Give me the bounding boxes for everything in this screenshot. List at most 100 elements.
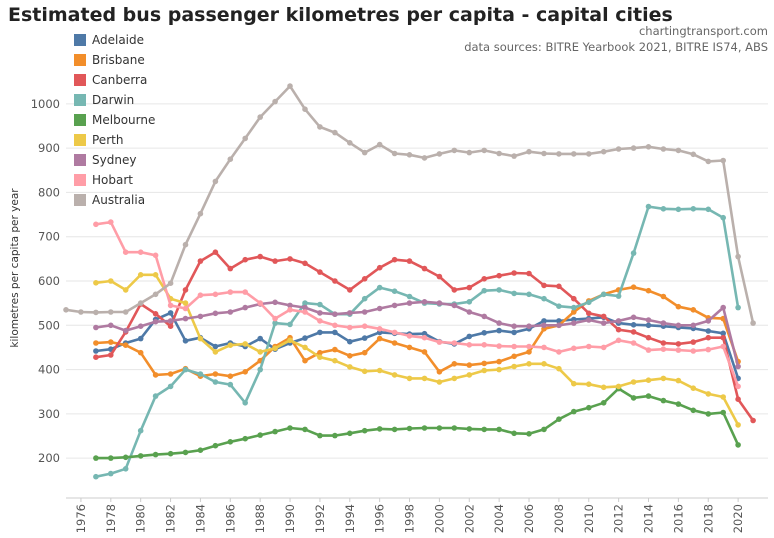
data-point-darwin (376, 284, 383, 291)
data-point-sydney (93, 324, 99, 331)
data-point-sydney (496, 320, 502, 326)
data-point-melbourne (660, 397, 667, 404)
data-point-canberra (630, 329, 637, 335)
legend: Adelaide Brisbane Canberra Darwin Melbourne P… (74, 30, 155, 210)
data-point-hobart (541, 344, 547, 351)
data-point-melbourne (182, 449, 189, 456)
data-point-darwin (720, 214, 726, 221)
data-point-sydney (122, 327, 129, 334)
legend-item-brisbane: Brisbane (74, 50, 155, 70)
data-point-hobart (317, 318, 323, 324)
data-point-perth (152, 272, 159, 278)
x-tick-label: 2000 (432, 504, 446, 533)
data-point-australia (511, 153, 517, 159)
data-point-darwin (197, 371, 204, 377)
data-point-melbourne (720, 409, 726, 416)
data-point-hobart (108, 219, 114, 225)
data-point-brisbane (122, 342, 129, 349)
data-point-brisbane (421, 349, 428, 355)
data-point-adelaide (541, 318, 547, 324)
data-point-sydney (376, 305, 383, 312)
data-point-canberra (451, 287, 458, 293)
data-point-darwin (645, 203, 652, 210)
data-point-sydney (137, 323, 144, 330)
data-point-canberra (735, 396, 741, 403)
data-point-darwin (317, 301, 323, 308)
data-point-sydney (167, 318, 174, 324)
data-point-darwin (152, 393, 159, 399)
data-point-darwin (705, 206, 712, 213)
data-point-australia (197, 210, 204, 217)
data-point-canberra (152, 311, 159, 317)
data-point-sydney (287, 302, 293, 309)
legend-label: Adelaide (92, 33, 145, 47)
data-point-perth (451, 375, 458, 382)
x-tick-label: 2020 (731, 504, 745, 533)
data-point-canberra (556, 283, 562, 290)
data-point-darwin (137, 427, 144, 434)
legend-swatch (74, 114, 86, 126)
legend-item-sydney: Sydney (74, 150, 155, 170)
data-point-brisbane (212, 371, 219, 377)
data-point-darwin (496, 287, 502, 293)
data-point-canberra (690, 339, 697, 345)
data-point-australia (630, 145, 637, 151)
data-point-melbourne (108, 455, 114, 461)
data-point-perth (332, 357, 338, 364)
data-point-australia (391, 150, 398, 157)
data-point-australia (645, 144, 652, 150)
data-point-perth (436, 379, 443, 385)
legend-item-hobart: Hobart (74, 170, 155, 190)
data-point-darwin (122, 466, 129, 472)
data-point-sydney (227, 309, 234, 315)
data-point-hobart (182, 305, 189, 312)
data-point-perth (287, 337, 293, 344)
data-point-melbourne (735, 442, 741, 448)
y-tick-label: 400 (38, 363, 60, 377)
x-tick-label: 1992 (313, 504, 327, 533)
data-point-sydney (197, 313, 204, 320)
y-tick-label: 700 (38, 230, 60, 244)
data-point-brisbane (93, 340, 99, 346)
x-tick-label: 2002 (462, 504, 476, 533)
data-point-darwin (167, 383, 174, 390)
data-point-hobart (152, 252, 159, 259)
data-point-adelaide (302, 335, 308, 341)
data-point-melbourne (675, 401, 682, 407)
data-point-australia (586, 151, 592, 157)
data-point-melbourne (705, 411, 712, 417)
x-tick-label: 1978 (104, 504, 118, 533)
data-point-brisbane (481, 360, 488, 367)
data-point-perth (212, 349, 219, 355)
x-tick-label: 1976 (74, 504, 88, 533)
data-point-brisbane (511, 353, 517, 360)
legend-item-australia: Australia (74, 190, 155, 210)
data-point-adelaide (332, 329, 338, 336)
data-point-brisbane (645, 287, 652, 294)
data-point-australia (152, 291, 159, 298)
data-point-perth (122, 287, 129, 293)
data-point-canberra (720, 334, 726, 341)
data-point-melbourne (556, 416, 562, 423)
x-tick-label: 2006 (522, 504, 536, 533)
data-point-brisbane (108, 339, 114, 345)
y-tick-label: 1000 (31, 97, 60, 111)
data-point-australia (750, 320, 756, 326)
data-point-brisbane (406, 344, 413, 351)
data-point-perth (496, 366, 502, 373)
data-point-melbourne (212, 442, 219, 449)
data-point-brisbane (137, 349, 144, 356)
data-point-perth (391, 372, 398, 378)
legend-swatch (74, 174, 86, 186)
y-tick-label: 200 (38, 451, 60, 465)
data-point-canberra (182, 287, 189, 293)
data-point-adelaide (137, 335, 144, 342)
data-point-australia (137, 300, 144, 306)
data-point-hobart (586, 343, 592, 350)
data-point-australia (317, 124, 323, 130)
y-tick-label: 600 (38, 274, 60, 288)
data-point-melbourne (93, 455, 99, 461)
x-tick-label: 1990 (283, 504, 297, 533)
data-point-sydney (675, 322, 682, 329)
